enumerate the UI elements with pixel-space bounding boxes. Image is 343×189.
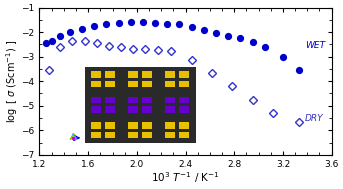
Y-axis label: $\log\ [\ \sigma\ (\mathrm{Scm}^{-1})\ ]$: $\log\ [\ \sigma\ (\mathrm{Scm}^{-1})\ ]… <box>4 40 20 123</box>
X-axis label: $10^3\ T^{-1}\ /\ \mathrm{K}^{-1}$: $10^3\ T^{-1}\ /\ \mathrm{K}^{-1}$ <box>151 170 220 185</box>
Text: DRY: DRY <box>305 114 323 122</box>
Text: WET: WET <box>305 41 325 50</box>
